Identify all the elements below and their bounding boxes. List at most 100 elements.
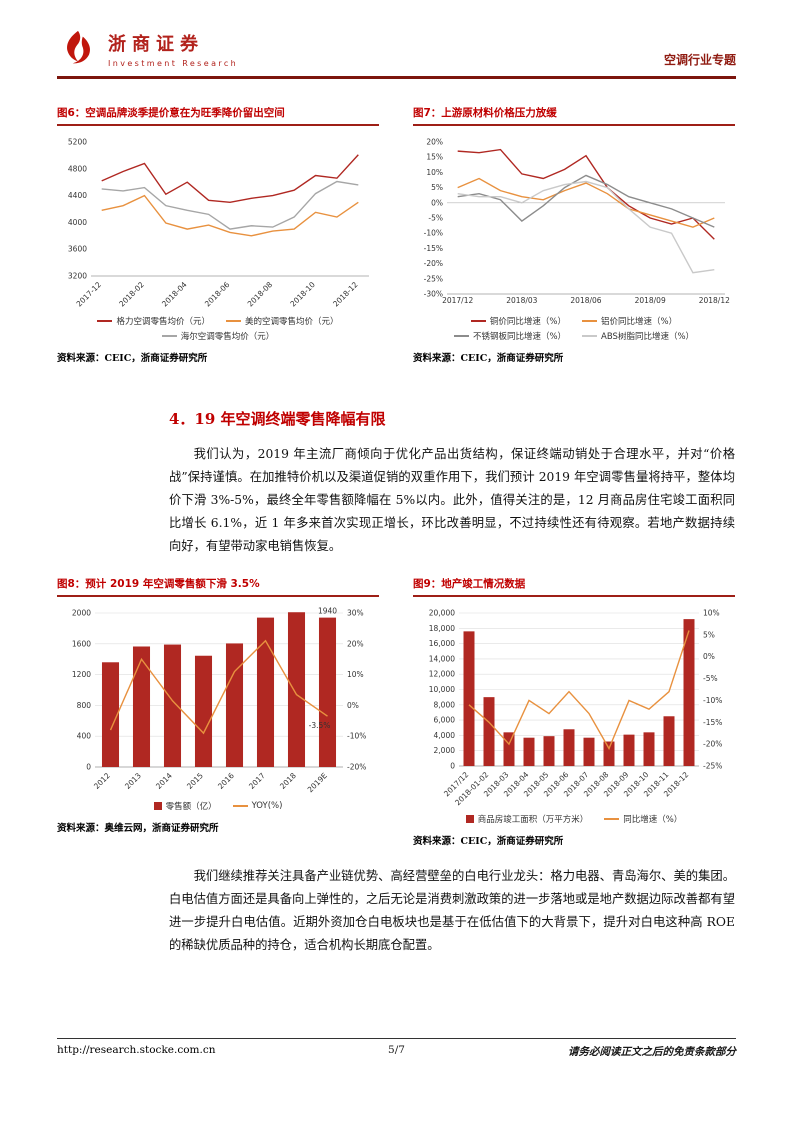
legend-item: 格力空调零售均价（元） xyxy=(97,315,210,327)
figure-8-chart: 0 400 800 1200 1600 2000 30% 20% 10% 0% -10% -20% 20… xyxy=(57,603,379,812)
svg-text:-10%: -10% xyxy=(703,696,722,705)
figure-row-bottom: 图8：预计 2019 年空调零售额下滑 3.5% 0 400 800 1200 1600… xyxy=(57,574,736,847)
bar-swatch-icon xyxy=(153,802,162,810)
svg-text:20%: 20% xyxy=(426,138,443,147)
svg-text:4800: 4800 xyxy=(68,164,87,173)
brand-subtitle: Investment Research xyxy=(108,59,239,68)
svg-text:5%: 5% xyxy=(703,630,715,639)
svg-text:-25%: -25% xyxy=(703,762,722,771)
legend-item: 商品房竣工面积（万平方米） xyxy=(465,813,588,825)
svg-text:-30%: -30% xyxy=(424,290,443,299)
svg-text:2012: 2012 xyxy=(92,771,112,791)
legend-label: 零售额（亿） xyxy=(165,802,217,812)
svg-text:-15%: -15% xyxy=(703,718,722,727)
svg-text:14,000: 14,000 xyxy=(429,654,455,663)
legend-label: ABS树脂同比增速（%） xyxy=(601,332,695,342)
svg-text:2019E: 2019E xyxy=(306,771,329,794)
svg-text:2,000: 2,000 xyxy=(434,746,456,755)
legend-label: 美的空调零售均价（元） xyxy=(245,317,339,327)
svg-text:2018-04: 2018-04 xyxy=(160,280,189,309)
figure-9-title: 图9：地产竣工情况数据 xyxy=(413,574,735,597)
svg-text:5200: 5200 xyxy=(68,138,87,147)
footer-disclaimer: 请务必阅读正文之后的免责条款部分 xyxy=(568,1046,736,1058)
chart-canvas: 0 400 800 1200 1600 2000 30% 20% 10% 0% -10% -20% 20… xyxy=(72,607,366,795)
chart-canvas: 20% 15% 10% 5% 0% -5% -10% -15% -20% -25% -30%2017… xyxy=(424,138,730,306)
legend-item: 海尔空调零售均价（元） xyxy=(161,330,275,342)
figure-7: 图7：上游原材料价格压力放缓 20% 15% 10% 5% 0% -5% -10% -15% -… xyxy=(413,103,735,364)
bar-swatch-icon xyxy=(465,815,474,823)
svg-text:2018/06: 2018/06 xyxy=(570,296,601,305)
svg-text:10%: 10% xyxy=(426,168,443,177)
legend-item: YOY(%) xyxy=(232,800,282,812)
svg-text:2018/09: 2018/09 xyxy=(635,296,666,305)
body-paragraph-2: 我们继续推荐关注具备产业链优势、高经营壁垒的白电行业龙头：格力电器、青岛海尔、美… xyxy=(169,869,735,952)
page-number: 5/7 xyxy=(388,1044,405,1056)
chart-canvas: 0 2,000 4,000 6,000 8,000 10,000 12,000 14,000 1… xyxy=(429,609,723,808)
svg-text:2018-02: 2018-02 xyxy=(117,280,146,309)
svg-text:2017: 2017 xyxy=(247,771,267,791)
legend-label: 不锈钢板同比增速（%） xyxy=(472,332,567,342)
svg-text:0%: 0% xyxy=(347,701,359,710)
svg-text:-10%: -10% xyxy=(347,732,366,741)
svg-text:4000: 4000 xyxy=(68,218,87,227)
svg-text:-15%: -15% xyxy=(424,244,443,253)
svg-text:0%: 0% xyxy=(703,652,715,661)
svg-text:2014: 2014 xyxy=(154,771,174,791)
line-swatch-icon xyxy=(470,320,486,322)
body-paragraph-1: 我们认为，2019 年主流厂商倾向于优化产品出货结构，保证终端动销处于合理水平，… xyxy=(169,447,735,553)
svg-text:1200: 1200 xyxy=(72,670,91,679)
svg-text:-20%: -20% xyxy=(347,763,366,772)
legend-label: 同比增速（%） xyxy=(623,815,683,825)
svg-text:-20%: -20% xyxy=(703,740,722,749)
svg-text:4400: 4400 xyxy=(68,191,87,200)
svg-text:2018-12: 2018-12 xyxy=(331,280,360,309)
section-heading: 4．19 年空调终端零售降幅有限 xyxy=(169,410,386,428)
brand: 浙商证券 Investment Research xyxy=(57,28,238,70)
figure-7-title: 图7：上游原材料价格压力放缓 xyxy=(413,103,735,126)
svg-text:18,000: 18,000 xyxy=(429,624,455,633)
svg-text:-20%: -20% xyxy=(424,259,443,268)
svg-text:3200: 3200 xyxy=(68,272,87,281)
figure-6-source: 资料来源：CEIC，浙商证券研究所 xyxy=(57,353,208,364)
svg-text:-5%: -5% xyxy=(703,674,718,683)
svg-text:2018-06: 2018-06 xyxy=(203,280,232,309)
svg-text:2015: 2015 xyxy=(185,771,205,791)
figure-7-source: 资料来源：CEIC，浙商证券研究所 xyxy=(413,353,564,364)
report-tag: 空调行业专题 xyxy=(663,53,736,67)
svg-text:2018/03: 2018/03 xyxy=(506,296,537,305)
brand-name: 浙商证券 xyxy=(108,34,204,55)
legend-item: 美的空调零售均价（元） xyxy=(226,315,339,327)
legend-label: 海尔空调零售均价（元） xyxy=(180,332,275,342)
chart-canvas: 3200 3600 4000 4400 4800 5200 2017-12 2018-02 20… xyxy=(68,138,369,309)
chart-legend: 格力空调零售均价（元） 美的空调零售均价（元） 海尔空调零售均价（元） xyxy=(57,315,379,342)
figure-row-top: 图6：空调品牌淡季提价意在为旺季降价留出空间 3200 3600 4000 4400 4… xyxy=(57,103,736,364)
figure-8: 图8：预计 2019 年空调零售额下滑 3.5% 0 400 800 1200 1600… xyxy=(57,574,379,834)
svg-text:8,000: 8,000 xyxy=(434,700,456,709)
svg-text:2018: 2018 xyxy=(278,771,298,791)
legend-label: 铜价同比增速（%） xyxy=(489,317,566,327)
page-footer: http://research.stocke.com.cn 5/7 请务必阅读正… xyxy=(57,1038,736,1059)
svg-text:400: 400 xyxy=(77,732,92,741)
legend-item: 铝价同比增速（%） xyxy=(582,315,677,327)
svg-text:20,000: 20,000 xyxy=(429,609,455,618)
figure-7-chart: 20% 15% 10% 5% 0% -5% -10% -15% -20% -25% -30% 2017… xyxy=(413,132,735,343)
svg-text:2013: 2013 xyxy=(123,771,143,791)
svg-text:12,000: 12,000 xyxy=(429,670,455,679)
chart-legend: 商品房竣工面积（万平方米） 同比增速（%） xyxy=(413,813,735,825)
svg-text:-3.5%: -3.5% xyxy=(309,721,331,730)
svg-text:6,000: 6,000 xyxy=(434,716,456,725)
footer-url[interactable]: http://research.stocke.com.cn xyxy=(57,1044,216,1056)
svg-text:20%: 20% xyxy=(347,639,364,648)
svg-text:10%: 10% xyxy=(347,670,364,679)
svg-text:-5%: -5% xyxy=(428,214,443,223)
figure-9: 图9：地产竣工情况数据 0 2,000 4,000 6,000 8,000 10,000 1… xyxy=(413,574,735,847)
svg-text:800: 800 xyxy=(77,701,92,710)
line-swatch-icon xyxy=(604,818,620,820)
svg-text:10%: 10% xyxy=(703,609,720,618)
line-swatch-icon xyxy=(453,335,469,337)
svg-text:2000: 2000 xyxy=(72,609,91,618)
svg-text:2018-10: 2018-10 xyxy=(288,280,317,309)
legend-item: 同比增速（%） xyxy=(604,813,682,825)
svg-text:2017/12: 2017/12 xyxy=(442,296,473,305)
